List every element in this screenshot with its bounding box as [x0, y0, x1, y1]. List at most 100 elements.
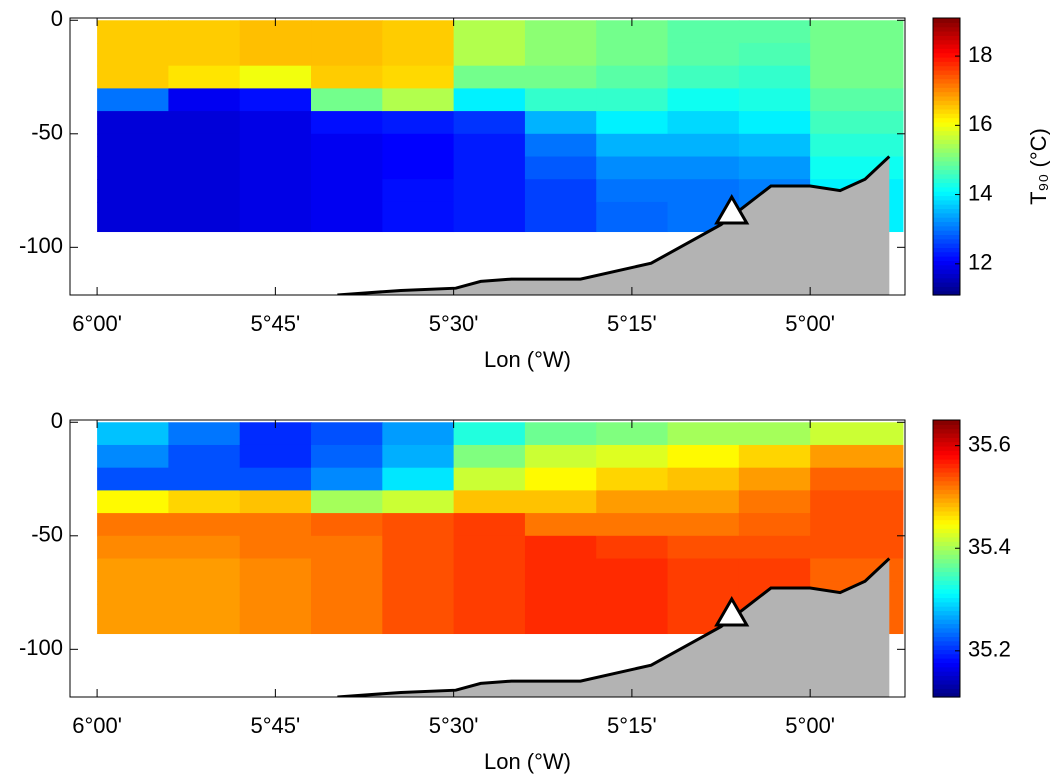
colorbar-step [933, 441, 960, 447]
cell [239, 65, 312, 89]
cell [596, 444, 669, 469]
cell [239, 603, 312, 635]
colorbar-step [933, 78, 960, 84]
colorbar-step [933, 230, 960, 236]
cell [97, 444, 170, 469]
colorbar-step [933, 692, 960, 698]
cell [453, 88, 526, 112]
colorbar-step [933, 152, 960, 158]
cell [810, 133, 904, 158]
x-tick-label: 5°00' [785, 713, 835, 738]
colorbar-step [933, 567, 960, 573]
x-axis-label: Lon (°W) [484, 749, 571, 774]
cell [738, 558, 811, 582]
cell [738, 65, 811, 89]
colorbar-step [933, 199, 960, 205]
colorbar-step [933, 536, 960, 542]
colorbar-step [933, 238, 960, 244]
colorbar-step [933, 627, 960, 633]
cell [738, 20, 811, 44]
x-tick-label: 5°30' [429, 713, 479, 738]
cell [810, 65, 904, 89]
cell [810, 111, 904, 135]
colorbar-tick-label: 14 [968, 180, 992, 205]
colorbar-step [933, 523, 960, 529]
colorbar-step [933, 143, 960, 149]
plot-area [97, 20, 904, 295]
cell [168, 88, 241, 112]
colorbar-step [933, 476, 960, 482]
colorbar-step [933, 52, 960, 58]
colorbar-step [933, 74, 960, 80]
cell [667, 133, 740, 158]
colorbar-step [933, 545, 960, 551]
cell [810, 42, 904, 67]
colorbar-step [933, 580, 960, 586]
cell [168, 65, 241, 89]
colorbar-step [933, 454, 960, 460]
colorbar-step [933, 502, 960, 508]
x-tick-label: 5°45' [251, 311, 301, 336]
cell [524, 179, 597, 203]
cell [596, 65, 669, 89]
cell [239, 156, 312, 180]
colorbar-step [933, 282, 960, 287]
cell [311, 156, 383, 180]
colorbar-step [933, 493, 960, 499]
colorbar-step [933, 497, 960, 503]
cell [667, 422, 740, 446]
cell [667, 88, 740, 112]
cell [524, 111, 597, 135]
cell [239, 535, 312, 560]
cell [97, 42, 170, 67]
cell [97, 133, 170, 158]
cell [97, 88, 170, 112]
colorbar-step [933, 173, 960, 179]
cell [382, 513, 455, 537]
cell [311, 133, 383, 158]
axes-frame [69, 419, 906, 698]
station-marker [714, 193, 750, 225]
seabed-fill [337, 156, 890, 295]
cell [168, 422, 241, 446]
colorbar-step [933, 182, 960, 188]
x-tick-label: 5°00' [785, 311, 835, 336]
colorbar-step [933, 636, 960, 642]
cell [524, 88, 597, 112]
colorbar-step [933, 640, 960, 646]
cell [524, 581, 597, 605]
cell [596, 558, 669, 582]
cell [453, 535, 526, 560]
cell [596, 201, 669, 233]
cell [382, 422, 455, 446]
cell [453, 422, 526, 446]
colorbar-step [933, 212, 960, 218]
x-tick-label: 5°15' [607, 713, 657, 738]
cell [382, 490, 455, 514]
cell [382, 88, 455, 112]
colorbar-step [933, 649, 960, 655]
cell [382, 179, 455, 203]
cell [97, 490, 170, 514]
cell [596, 42, 669, 67]
cell [524, 535, 597, 560]
cell [97, 422, 170, 446]
cell [453, 42, 526, 67]
cell [311, 513, 383, 537]
cell [453, 20, 526, 44]
cell [311, 201, 383, 233]
colorbar-step [933, 22, 960, 28]
cell [382, 133, 455, 158]
colorbar-step [933, 619, 960, 625]
cell [239, 201, 312, 233]
y-tick-label: -100 [19, 635, 63, 660]
colorbar-step [933, 186, 960, 192]
colorbar-step [933, 471, 960, 477]
cell [596, 603, 669, 635]
colorbar-step [933, 195, 960, 201]
colorbar-tick-label: 12 [968, 250, 992, 275]
cell [239, 179, 312, 203]
cell [596, 156, 669, 180]
colorbar-step [933, 87, 960, 93]
cell [667, 20, 740, 44]
